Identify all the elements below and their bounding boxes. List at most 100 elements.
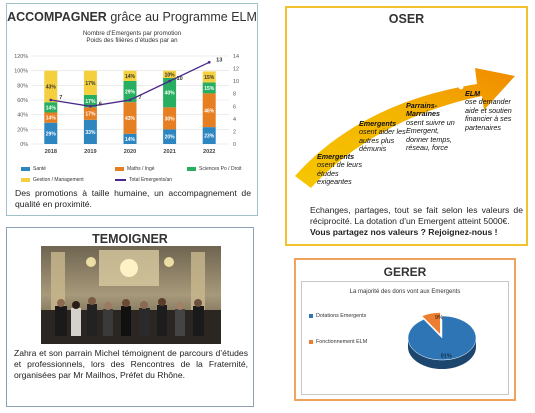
bar-data-label: 10% [165, 72, 176, 78]
bar-data-label: 17% [85, 99, 96, 105]
bar-chart-subtitle: Poids des filières d’études par an [86, 37, 178, 44]
y-tick-label-left: 0% [20, 142, 28, 148]
bar-data-label: 17% [85, 81, 96, 87]
bar-data-label: 15% [204, 86, 215, 92]
temoigner-panel: TEMOIGNER [6, 227, 254, 407]
y-tick-label-left: 60% [17, 98, 28, 104]
y-tick-label-right: 6 [233, 104, 236, 110]
step-marker-1 [316, 139, 322, 145]
oser-step-4-title: ELM [465, 89, 481, 98]
bar-segment [83, 70, 97, 95]
legend-label-sante: Santé [33, 166, 47, 172]
oser-step-4-text: ose demander aide et soutien financier à… [465, 97, 512, 132]
bar-segment [123, 80, 137, 103]
y-tick-label-right: 2 [233, 129, 236, 135]
growth-arrow-graphic [295, 68, 515, 188]
oser-step-3-text: osent suivre un Emergent, donner temps, … [406, 117, 455, 153]
bar-segment [163, 107, 177, 130]
bar-segment [202, 82, 216, 94]
bar-data-label: 29% [125, 90, 136, 96]
oser-step-2-title: Emergents [359, 119, 397, 128]
legend-label-sciences: Sciences Po / Droit [199, 166, 242, 172]
pie-legend-dotations: Dotations Emergents [309, 313, 366, 319]
pie-chart-frame: La majorité des dons vont aux Emergents … [301, 281, 509, 395]
y-tick-label-left: 120% [14, 54, 28, 60]
bar-segment [123, 102, 137, 134]
legend-label-total: Total Emergents/an [129, 177, 173, 183]
oser-step-1-title: Emergents [317, 152, 355, 161]
event-photo [41, 246, 221, 344]
legend-swatch-sciences [187, 167, 196, 171]
bar-data-label: 14% [125, 137, 136, 143]
total-data-label: 7 [138, 95, 141, 101]
bar-data-label: 15% [204, 75, 215, 81]
legend-item-sciences: Sciences Po / Droit [187, 166, 242, 172]
y-tick-label-left: 20% [17, 127, 28, 133]
accompagner-text: Des promotions à taille humaine, un acco… [15, 188, 251, 209]
y-tick-label-right: 10 [233, 79, 239, 85]
x-tick-label: 2022 [203, 149, 215, 155]
oser-step-1-text: osent de leurs études exigeantes [317, 160, 363, 187]
oser-text-1: Echanges, partages, tout se fait selon l… [310, 205, 523, 226]
bar-data-label: 23% [204, 134, 215, 140]
legend-item-sante: Santé [21, 166, 46, 172]
bar-data-label: 40% [165, 91, 176, 97]
oser-step-4: ELM ose demander aide et soutien financi… [465, 89, 521, 132]
donations-pie-chart: 91% 9% [407, 312, 477, 369]
bar-data-label: 43% [125, 116, 136, 122]
legend-swatch-total [115, 179, 126, 181]
bar-segment [163, 70, 177, 78]
bar-segment [202, 127, 216, 144]
legend-item-gestion: Gestion / Management [21, 177, 84, 183]
oser-title: OSER [388, 12, 425, 26]
pie-legend-swatch-dotations [309, 314, 313, 318]
oser-step-1: Emergents osent de leurs études exigeant… [317, 152, 367, 187]
x-tick-label: 2018 [45, 149, 57, 155]
pie-slice [421, 312, 441, 336]
bar-segment [83, 107, 97, 120]
oser-step-2-text: osent aider les autres plus démunis [359, 127, 406, 154]
total-point [207, 60, 211, 64]
x-tick-label: 2020 [124, 149, 136, 155]
accompagner-title-bold: ACCOMPAGNER [7, 10, 107, 24]
oser-call-to-action: Vous partagez nos valeurs ? Rejoignez-no… [310, 227, 498, 237]
pie-legend-swatch-fonctionnement [309, 340, 313, 344]
pie-legend-label-fonctionnement: Fonctionnement ELM [316, 339, 368, 345]
bar-data-label: 17% [85, 112, 96, 118]
bar-segment [83, 94, 97, 108]
bar-segment [202, 71, 216, 83]
bar-chart-title: Nombre d’Emergents par promotion [82, 30, 182, 37]
oser-text: Echanges, partages, tout se fait selon l… [310, 205, 523, 238]
y-tick-label-right: 12 [233, 67, 239, 73]
x-tick-label: 2021 [163, 149, 175, 155]
legend-item-maths: Maths / Ingé [115, 166, 155, 172]
total-data-label: 6 [99, 101, 102, 107]
bar-segment [163, 129, 177, 144]
bar-segment [202, 93, 216, 128]
oser-step-3: Parrains-Marraines osent suivre un Emerg… [406, 101, 460, 153]
pie-slice [407, 315, 477, 361]
bar-data-label: 43% [46, 84, 57, 90]
total-point [128, 98, 132, 102]
bar-data-label: 14% [46, 105, 57, 111]
event-photo-illustration [41, 246, 221, 344]
temoigner-title: TEMOIGNER [92, 232, 168, 246]
bar-segment [123, 133, 137, 144]
legend-item-total: Total Emergents/an [115, 177, 172, 183]
bar-segment [44, 70, 58, 103]
accompagner-title: ACCOMPAGNER grâce au Programme ELM [7, 10, 257, 24]
x-tick-label: 2019 [84, 149, 96, 155]
legend-label-gestion: Gestion / Management [33, 177, 84, 183]
bar-segment [44, 122, 58, 144]
bar-data-label: 46% [204, 108, 215, 114]
bar-segment [163, 78, 177, 108]
legend-swatch-maths [115, 167, 124, 171]
step-marker-4 [458, 84, 464, 90]
bar-data-label: 14% [125, 74, 136, 80]
total-data-label: 13 [216, 57, 222, 63]
y-tick-label-left: 40% [17, 113, 28, 119]
promotions-bar-chart: 0% 20% 40% 60% 80% 100% 120% 0 2 4 6 8 10 12 14 29% 14% 1… [14, 54, 239, 155]
bar-segment [44, 112, 58, 123]
legend-swatch-gestion [21, 178, 30, 182]
gerer-title: GERER [383, 265, 427, 279]
